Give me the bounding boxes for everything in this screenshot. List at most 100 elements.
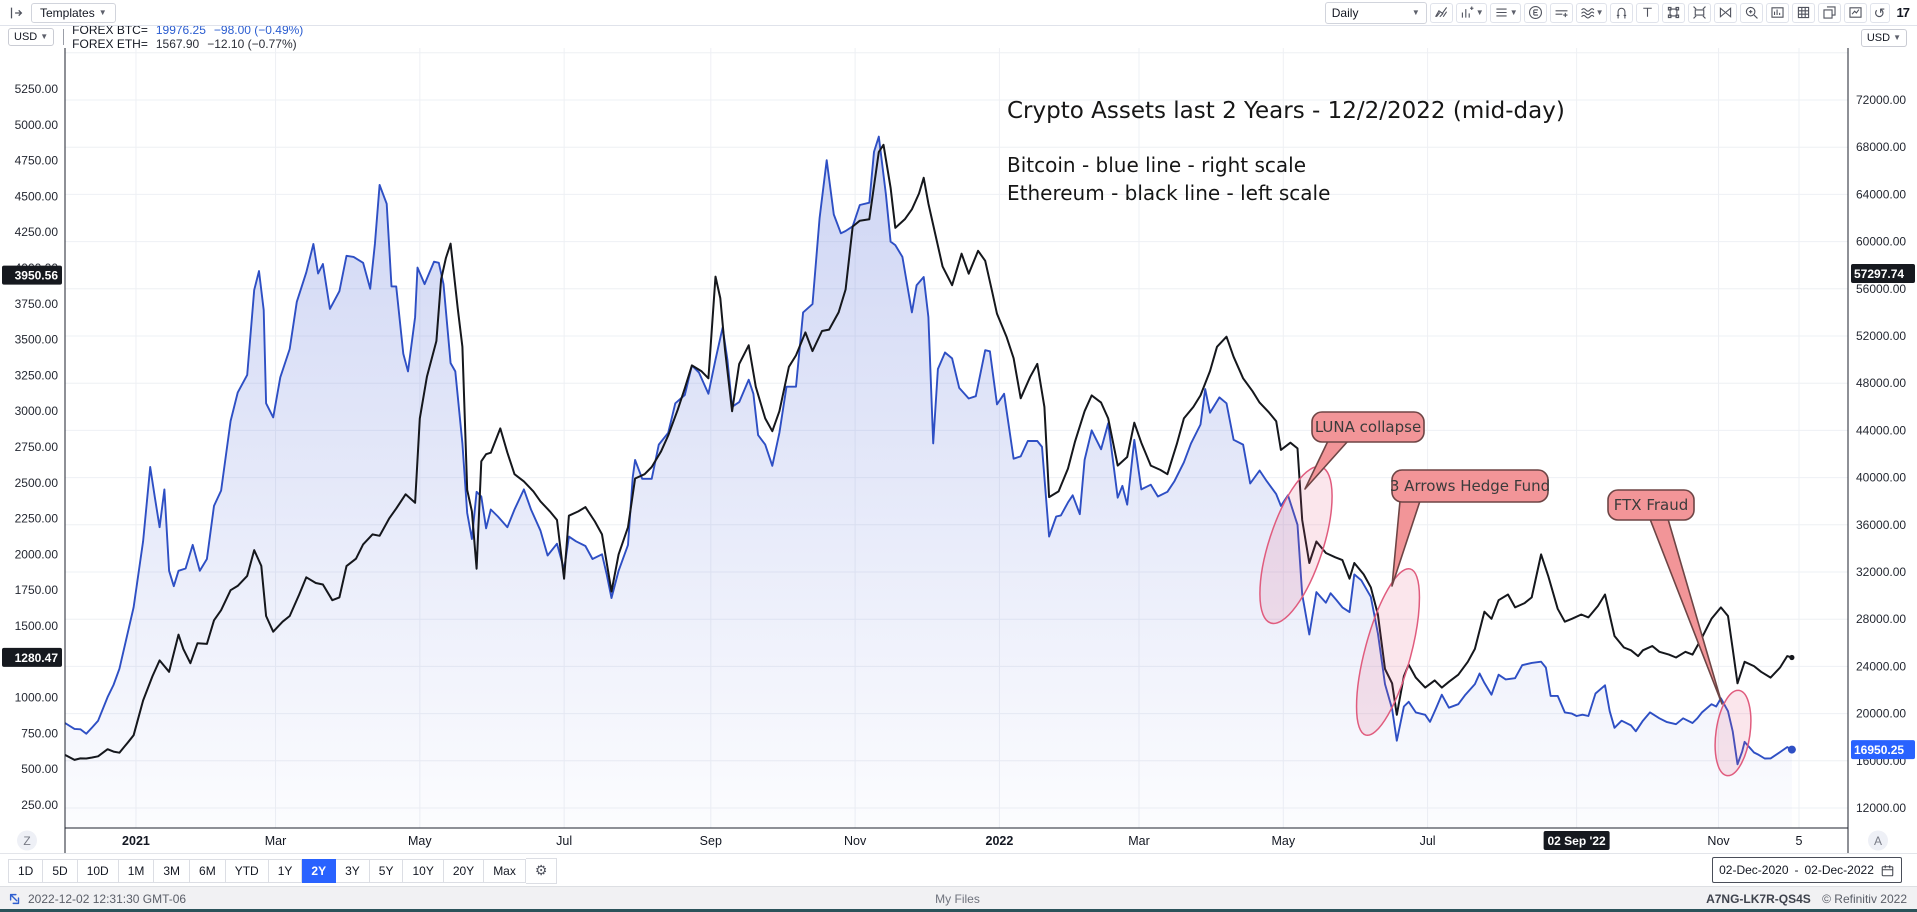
panel-collapse-icon[interactable] <box>4 2 28 23</box>
y-axis-label-right: 28000.00 <box>1856 612 1906 626</box>
undo-button[interactable]: ↺ <box>1869 2 1890 23</box>
shape-tool-button[interactable] <box>1661 2 1685 23</box>
magnet-button[interactable] <box>1609 2 1633 23</box>
indicators-button[interactable]: ▼ <box>1455 2 1487 23</box>
chevron-down-icon: ▼ <box>1411 7 1420 17</box>
x-axis-label[interactable]: 5 <box>1796 834 1803 848</box>
range-button-10d[interactable]: 10D <box>77 858 119 883</box>
line-tools-button[interactable]: ▼ <box>1489 2 1521 23</box>
data-grid-button[interactable] <box>1791 2 1815 23</box>
y-axis-label-left: 5250.00 <box>15 82 59 96</box>
copyright: © Refinitiv 2022 <box>1822 891 1907 906</box>
bitcoin-last-point <box>1787 745 1796 754</box>
bitcoin-line[interactable] <box>64 135 1793 766</box>
quote-item[interactable]: FOREX ETH= 1567.90 −12.10 (−0.77%) <box>72 37 303 51</box>
y-axis-label-left: 2750.00 <box>15 440 59 454</box>
bitcoin-area <box>65 136 1792 829</box>
chevron-down-icon: ▼ <box>1893 33 1901 42</box>
right-scale-currency-select[interactable]: USD ▼ <box>1860 29 1907 47</box>
compare-button[interactable] <box>1549 2 1573 23</box>
range-button-ytd[interactable]: YTD <box>225 858 269 883</box>
callout-bubble[interactable] <box>1391 469 1549 503</box>
ethereum-line[interactable] <box>64 143 1793 761</box>
timezone-button[interactable] <box>17 830 37 851</box>
text-tool-button[interactable] <box>1635 2 1659 23</box>
interval-select[interactable]: Daily ▼ <box>1324 1 1427 24</box>
quote-last-price: 19976.25 <box>155 23 206 37</box>
transform-tool-icon <box>1692 6 1706 19</box>
annotations: LUNA collapse 3 Arrows Hedge Fund FTX Frau… <box>1259 411 1756 778</box>
axes: 5250.005000.004750.004500.004250.004000.… <box>2 26 1915 853</box>
date-range-picker[interactable]: 02-Dec-2020 - 02-Dec-2022 <box>1712 857 1902 883</box>
range-button-5d[interactable]: 5D <box>43 858 78 883</box>
quote-symbol: FOREX BTC= <box>72 23 148 37</box>
events-button[interactable] <box>1523 2 1547 23</box>
range-button-3y[interactable]: 3Y <box>336 858 370 883</box>
x-axis-label[interactable]: May <box>408 834 432 848</box>
y-axis-label-left: 5000.00 <box>15 118 59 132</box>
chevron-down-icon: ▼ <box>1475 7 1484 17</box>
range-button-20y[interactable]: 20Y <box>443 858 485 883</box>
x-axis-label[interactable]: Mar <box>265 834 287 848</box>
range-button-1d[interactable]: 1D <box>8 858 44 883</box>
x-axis-label[interactable]: Nov <box>1707 834 1730 848</box>
text-tool-icon <box>1642 7 1652 17</box>
auto-scale-button[interactable] <box>1868 830 1888 851</box>
range-button-5y[interactable]: 5Y <box>369 858 404 883</box>
callout-bubble[interactable] <box>1607 489 1695 521</box>
status-my-files[interactable]: My Files <box>935 891 980 906</box>
zoom-in-button[interactable] <box>1739 2 1763 23</box>
callout-bubble[interactable] <box>1311 411 1425 443</box>
chevron-down-icon: ▼ <box>1509 7 1518 17</box>
x-axis-label[interactable]: Jul <box>556 834 572 848</box>
chart-style-icon <box>1434 7 1447 18</box>
restore-layout-icon[interactable] <box>8 892 22 906</box>
panel-chart-button[interactable] <box>1765 2 1789 23</box>
y-axis-label-left: 2250.00 <box>15 512 59 526</box>
y-axis-label-left: 2000.00 <box>15 547 59 561</box>
chevron-down-icon: ▼ <box>98 7 107 17</box>
selected-date-badge[interactable] <box>1543 831 1610 850</box>
left-scale-currency-select[interactable]: USD ▼ <box>8 28 55 46</box>
quote-change: −98.00 (−0.49%) <box>213 23 304 37</box>
highlight-ellipse[interactable] <box>1344 563 1433 741</box>
status-timestamp: 2022-12-02 12:31:30 GMT-06 <box>28 891 187 906</box>
x-axis-label[interactable]: May <box>1271 834 1295 848</box>
y-axis-label-left: 3750.00 <box>15 297 59 311</box>
y-axis-label-right: 24000.00 <box>1856 659 1906 673</box>
x-axis-label[interactable]: Nov <box>844 834 867 848</box>
status-bar: 2022-12-02 12:31:30 GMT-06 My Files A7NG… <box>0 886 1917 910</box>
window-bottom-edge <box>0 909 1917 912</box>
chart-style-button[interactable] <box>1429 2 1453 23</box>
x-axis-label[interactable]: Jul <box>1420 834 1436 848</box>
price-badge <box>2 647 62 667</box>
chart-settings-button[interactable] <box>1843 2 1867 23</box>
transform-tool-button[interactable] <box>1687 2 1711 23</box>
gear-icon: ⚙ <box>534 862 548 878</box>
range-button-2y[interactable]: 2Y <box>302 858 337 883</box>
x-axis-label[interactable]: 2021 <box>122 834 150 848</box>
range-button-1y[interactable]: 1Y <box>268 858 303 883</box>
y-axis-label-right: 20000.00 <box>1856 707 1906 721</box>
range-button-10y[interactable]: 10Y <box>403 858 444 883</box>
x-axis-label[interactable]: Mar <box>1128 834 1150 848</box>
range-button-6m[interactable]: 6M <box>190 858 226 883</box>
waves-button[interactable]: ▼ <box>1575 2 1607 23</box>
range-button-3m[interactable]: 3M <box>154 858 191 883</box>
price-badge-value: 57297.74 <box>1854 267 1904 281</box>
templates-button[interactable]: Templates ▼ <box>31 2 116 23</box>
range-button-max[interactable]: Max <box>484 858 526 883</box>
polygon-tool-button[interactable] <box>1713 2 1737 23</box>
date-separator: - <box>1794 863 1799 877</box>
chevron-down-icon: ▼ <box>40 32 49 41</box>
x-axis-label[interactable]: 2022 <box>986 834 1014 848</box>
copy-button[interactable] <box>1817 2 1841 23</box>
x-axis-label[interactable]: Sep <box>700 834 722 848</box>
range-settings-button[interactable]: ⚙ <box>525 857 558 884</box>
highlight-ellipse[interactable] <box>1710 688 1756 778</box>
price-series <box>64 135 1796 829</box>
currency-label: USD <box>1866 32 1891 44</box>
range-button-1m[interactable]: 1M <box>118 858 155 883</box>
quote-item[interactable]: FOREX BTC= 19976.25 −98.00 (−0.49%) <box>72 23 303 37</box>
